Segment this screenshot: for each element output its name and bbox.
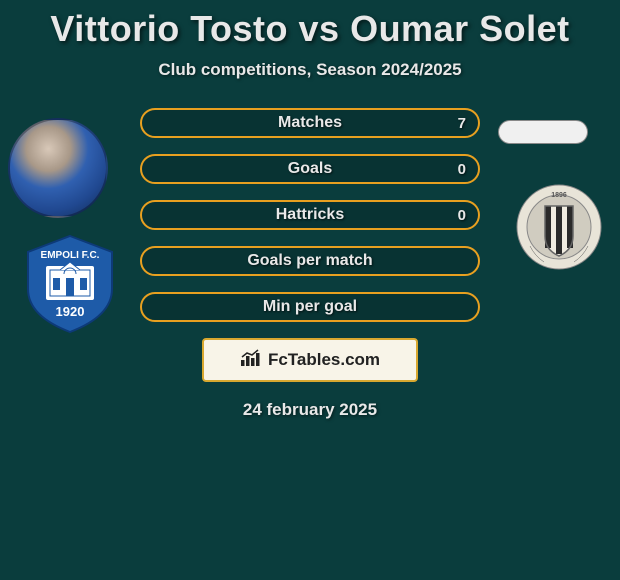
player-left-avatar <box>8 118 108 218</box>
stat-row-matches: Matches 7 <box>140 108 480 138</box>
svg-text:EMPOLI F.C.: EMPOLI F.C. <box>41 250 100 261</box>
brand-badge[interactable]: FcTables.com <box>202 338 418 382</box>
stat-value-right: 0 <box>458 161 466 178</box>
stat-value-right: 0 <box>458 207 466 224</box>
stat-label: Goals per match <box>247 252 372 270</box>
comparison-content: EMPOLI F.C. 1920 1896 Matches <box>0 108 620 420</box>
stat-label: Goals <box>288 160 332 178</box>
stat-value-right: 7 <box>458 115 466 132</box>
chart-icon <box>240 349 262 372</box>
stat-row-goals-per-match: Goals per match <box>140 246 480 276</box>
udinese-shield-icon: 1896 <box>516 184 602 270</box>
player-right-avatar <box>498 120 588 144</box>
svg-text:1920: 1920 <box>56 304 85 319</box>
brand-text: FcTables.com <box>268 350 380 370</box>
stat-row-goals: Goals 0 <box>140 154 480 184</box>
stat-rows: Matches 7 Goals 0 Hattricks 0 Goals per … <box>140 108 480 322</box>
footer-date: 24 february 2025 <box>0 400 620 420</box>
stat-row-hattricks: Hattricks 0 <box>140 200 480 230</box>
svg-text:1896: 1896 <box>551 192 567 199</box>
stat-label: Matches <box>278 114 342 132</box>
club-right-badge: 1896 <box>516 184 602 270</box>
club-left-badge: EMPOLI F.C. 1920 <box>20 234 120 334</box>
stat-label: Hattricks <box>276 206 344 224</box>
stat-label: Min per goal <box>263 298 357 316</box>
empoli-shield-icon: EMPOLI F.C. 1920 <box>20 234 120 334</box>
comparison-title: Vittorio Tosto vs Oumar Solet <box>0 0 620 50</box>
comparison-subtitle: Club competitions, Season 2024/2025 <box>0 60 620 80</box>
stat-row-min-per-goal: Min per goal <box>140 292 480 322</box>
